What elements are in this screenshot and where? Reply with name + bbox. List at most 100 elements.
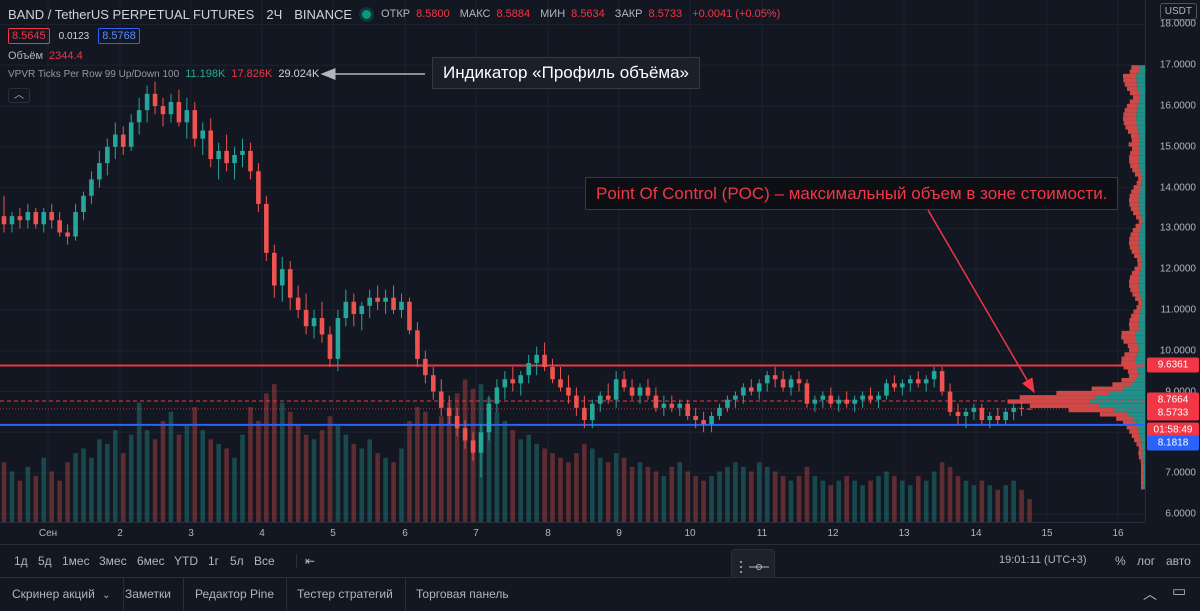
profile-row-up: [1137, 103, 1145, 109]
volume-bar: [272, 384, 277, 522]
candle-body: [41, 212, 47, 225]
profile-row-down: [1125, 125, 1138, 130]
goto-date-icon[interactable]: ⇤: [296, 554, 315, 568]
profile-row-down: [1121, 377, 1136, 383]
price-axis[interactable]: USDT 18.0000 17.0000 16.0000 15.0000 14.0000…: [1145, 0, 1200, 522]
volume-bar: [900, 480, 905, 522]
volume-bar: [502, 420, 508, 522]
volume-bar: [264, 393, 269, 522]
range-5y[interactable]: 5л: [230, 554, 244, 568]
volume-legend[interactable]: Объём 2344.4: [8, 47, 784, 65]
drag-handle-icon: [740, 561, 769, 573]
profile-row-down: [1129, 236, 1139, 241]
percent-toggle[interactable]: %: [1115, 554, 1126, 568]
candle-body: [57, 220, 62, 233]
profile-row-down: [1128, 142, 1139, 147]
time-tick-label: 4: [259, 528, 265, 539]
volume-bar: [136, 402, 142, 522]
range-6m[interactable]: 6мес: [137, 554, 165, 568]
volume-bar: [693, 476, 698, 522]
profile-row-up: [1138, 279, 1145, 284]
profile-row-up: [1143, 467, 1145, 473]
profile-row-down: [1123, 116, 1137, 121]
tab-notes[interactable]: Заметки: [113, 578, 184, 611]
collapse-legend-button[interactable]: ︿: [8, 88, 30, 103]
candle-body: [796, 379, 802, 384]
volume-bar: [780, 476, 786, 522]
range-3m[interactable]: 3мес: [99, 554, 127, 568]
candle-body: [613, 379, 619, 400]
range-1y[interactable]: 1г: [208, 554, 220, 568]
profile-row-up: [1139, 313, 1145, 319]
buy-button[interactable]: 8.5768: [98, 28, 140, 44]
price-levels: [0, 364, 1145, 426]
time-tick-label: 15: [1041, 528, 1053, 539]
profile-row-up: [1141, 296, 1145, 301]
candle-body: [319, 318, 325, 335]
volume-bar: [677, 462, 683, 522]
candle-body: [860, 395, 865, 400]
profile-row-down: [1141, 485, 1144, 490]
candle-body: [669, 403, 675, 408]
profile-row-down: [1136, 215, 1142, 220]
market-open-icon: [362, 9, 372, 19]
profile-row-up: [1138, 322, 1145, 327]
volume-bar: [279, 402, 285, 522]
volume-bar: [621, 457, 627, 522]
volume-bar: [828, 485, 834, 522]
symbol-title[interactable]: BAND / TetherUS PERPETUAL FUTURES: [8, 6, 255, 22]
candle-body: [844, 399, 849, 404]
volume-bar: [947, 466, 953, 522]
range-5d[interactable]: 5д: [38, 554, 52, 568]
candle-body: [73, 212, 78, 237]
candle-body: [494, 387, 500, 404]
volume-bar: [1019, 489, 1024, 522]
candle-body: [1, 216, 7, 225]
price-chart[interactable]: [0, 0, 1145, 522]
tab-pine-editor[interactable]: Редактор Pine: [183, 578, 288, 611]
range-1d[interactable]: 1д: [14, 554, 28, 568]
candle-body: [248, 150, 253, 172]
profile-row-up: [1139, 138, 1145, 143]
interval-label[interactable]: 2Ч: [266, 6, 283, 22]
profile-row-down: [1091, 386, 1124, 391]
time-axis[interactable]: Сен 2 3 4 5 6 7 8 9 10 11 12 13 14 15 16: [0, 522, 1145, 544]
profile-row-up: [1137, 425, 1145, 430]
auto-toggle[interactable]: авто: [1166, 554, 1191, 568]
volume-bar: [931, 471, 937, 522]
ohlc-open-value: 8.5800: [416, 8, 450, 20]
profile-row-up: [1139, 163, 1145, 169]
log-toggle[interactable]: лог: [1137, 554, 1156, 568]
candle-body: [279, 269, 285, 286]
tab-strategy-tester[interactable]: Тестер стратегий: [285, 578, 406, 611]
range-1m[interactable]: 1мес: [62, 554, 90, 568]
volume-bar: [423, 411, 428, 522]
chart-area[interactable]: BAND / TetherUS PERPETUAL FUTURES 2Ч BIN…: [0, 0, 1145, 522]
volume-bar: [431, 425, 436, 522]
candle-body: [431, 375, 436, 392]
tab-stock-screener[interactable]: Скринер акций ⌄: [0, 578, 124, 611]
volume-bar: [49, 471, 54, 522]
currency-badge[interactable]: USDT: [1159, 3, 1197, 20]
range-ytd[interactable]: YTD: [174, 554, 198, 568]
profile-row-up: [1142, 219, 1145, 224]
profile-row-up: [1135, 360, 1145, 366]
clock[interactable]: 19:01:11 (UTC+3): [999, 554, 1087, 566]
maximize-icon[interactable]: ▭: [1172, 583, 1187, 600]
candle-body: [407, 301, 412, 331]
profile-row-up: [1140, 437, 1145, 443]
vpvr-legend[interactable]: VPVR Ticks Per Row 99 Up/Down 100 11.198…: [8, 65, 784, 83]
sell-button[interactable]: 8.5645: [8, 28, 50, 44]
candle-body: [216, 150, 221, 160]
volume-bar: [208, 439, 213, 522]
profile-row-up: [1139, 433, 1145, 438]
chevron-up-icon[interactable]: ︿: [1143, 586, 1157, 602]
profile-row-down: [1129, 90, 1139, 96]
tab-trading-panel[interactable]: Торговая панель: [416, 587, 509, 601]
price-tag: 9.6361: [1147, 357, 1199, 373]
volume-bar: [788, 480, 794, 522]
volume-bar: [9, 471, 15, 522]
range-all[interactable]: Все: [254, 554, 275, 568]
profile-row-up: [1138, 193, 1145, 199]
time-tick-label: 5: [330, 528, 336, 539]
